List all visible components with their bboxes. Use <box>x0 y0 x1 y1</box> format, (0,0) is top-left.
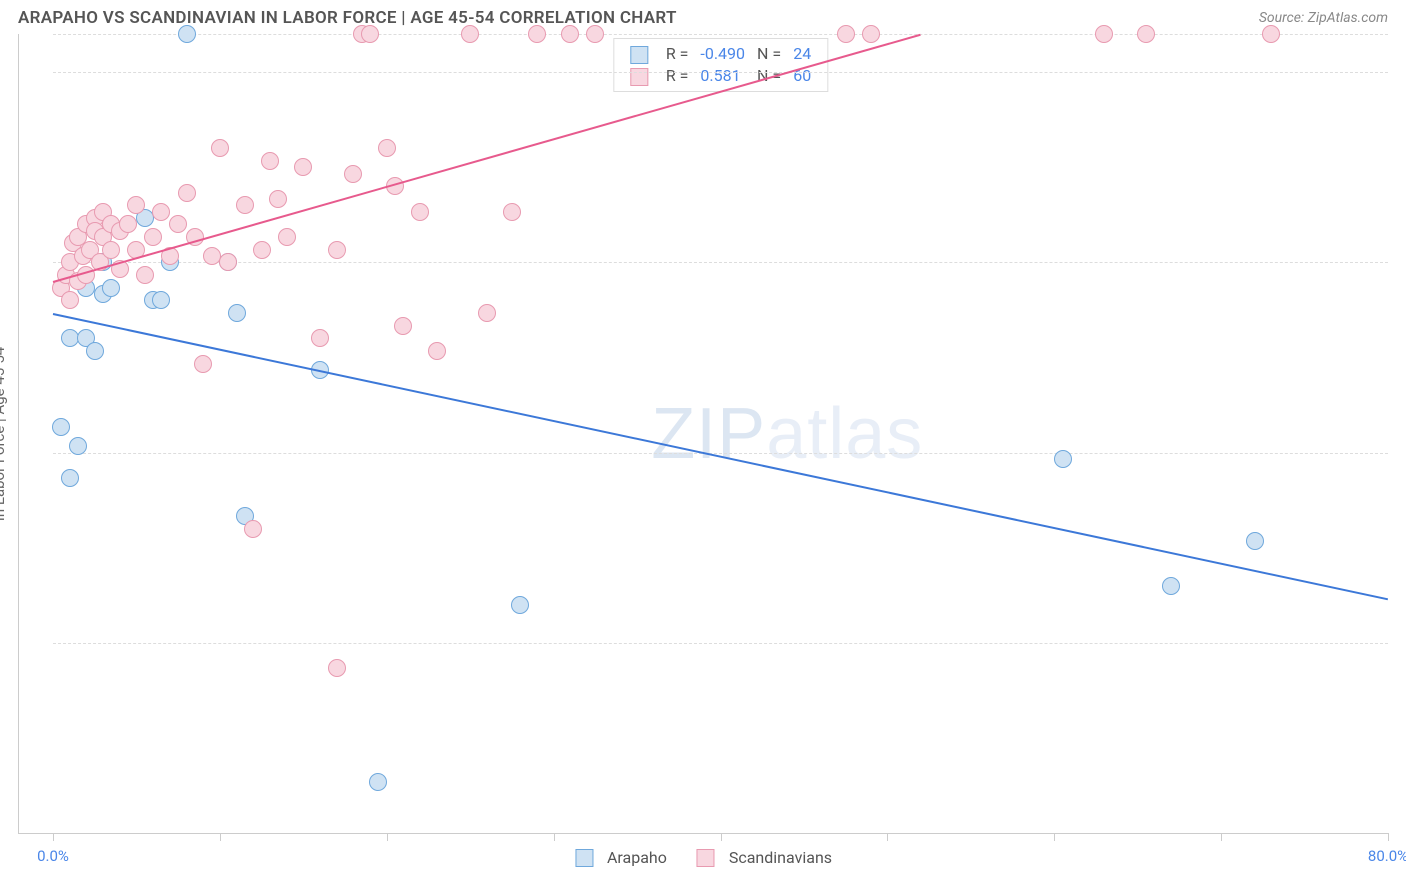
swatch-scandinavians <box>697 849 715 867</box>
data-point <box>61 291 79 309</box>
data-point <box>428 342 446 360</box>
data-point <box>378 139 396 157</box>
data-point <box>394 317 412 335</box>
data-point <box>244 520 262 538</box>
trend-line <box>53 313 1388 600</box>
gridline-h <box>53 643 1388 644</box>
data-point <box>236 196 254 214</box>
data-point <box>61 329 79 347</box>
x-tick-label: 0.0% <box>37 847 69 865</box>
data-point <box>102 279 120 297</box>
correlation-legend: R = -0.490 N = 24 R = 0.581 N = 60 <box>613 38 828 92</box>
data-point <box>69 437 87 455</box>
chart-title: ARAPAHO VS SCANDINAVIAN IN LABOR FORCE |… <box>18 8 677 28</box>
data-point <box>586 25 604 43</box>
data-point <box>269 190 287 208</box>
data-point <box>1095 25 1113 43</box>
data-point <box>203 247 221 265</box>
legend-item-arapaho: Arapaho <box>575 848 667 867</box>
data-point <box>344 165 362 183</box>
swatch-scandinavians <box>630 68 648 86</box>
data-point <box>294 158 312 176</box>
data-point <box>1162 577 1180 595</box>
legend-label: Scandinavians <box>729 848 832 867</box>
x-tick-label: 80.0% <box>1368 847 1406 865</box>
plot-region: ZIPatlas R = -0.490 N = 24 R = 0.581 N =… <box>53 34 1388 833</box>
data-point <box>152 203 170 221</box>
data-point <box>253 241 271 259</box>
data-point <box>528 25 546 43</box>
data-point <box>178 25 196 43</box>
data-point <box>411 203 429 221</box>
source-attribution: Source: ZipAtlas.com <box>1259 10 1388 26</box>
data-point <box>1262 25 1280 43</box>
data-point <box>228 304 246 322</box>
data-point <box>144 228 162 246</box>
series-legend: Arapaho Scandinavians <box>565 848 842 867</box>
data-point <box>219 253 237 271</box>
data-point <box>102 241 120 259</box>
watermark: ZIPatlas <box>651 393 923 475</box>
x-tick <box>554 833 555 841</box>
data-point <box>127 196 145 214</box>
data-point <box>152 291 170 309</box>
data-point <box>461 25 479 43</box>
x-tick <box>721 833 722 841</box>
data-point <box>1246 532 1264 550</box>
data-point <box>361 25 379 43</box>
r-value-arapaho: -0.490 <box>694 43 751 65</box>
data-point <box>136 266 154 284</box>
n-value-arapaho: 24 <box>787 43 817 65</box>
data-point <box>194 355 212 373</box>
data-point <box>311 329 329 347</box>
data-point <box>503 203 521 221</box>
r-label: R = <box>660 65 695 87</box>
data-point <box>86 342 104 360</box>
x-tick <box>887 833 888 841</box>
x-tick <box>53 833 54 841</box>
x-tick <box>1388 833 1389 841</box>
gridline-h <box>53 34 1388 35</box>
legend-row-arapaho: R = -0.490 N = 24 <box>624 43 817 65</box>
data-point <box>862 25 880 43</box>
data-point <box>261 152 279 170</box>
data-point <box>328 659 346 677</box>
x-tick <box>387 833 388 841</box>
y-axis-title: In Labor Force | Age 45-54 <box>0 346 8 520</box>
data-point <box>1054 450 1072 468</box>
data-point <box>278 228 296 246</box>
watermark-part-b: atlas <box>766 394 923 474</box>
n-label: N = <box>751 43 787 65</box>
legend-row-scandinavians: R = 0.581 N = 60 <box>624 65 817 87</box>
data-point <box>1137 25 1155 43</box>
data-point <box>119 215 137 233</box>
swatch-arapaho <box>630 46 648 64</box>
swatch-arapaho <box>575 849 593 867</box>
data-point <box>837 25 855 43</box>
data-point <box>52 418 70 436</box>
gridline-h <box>53 72 1388 73</box>
data-point <box>169 215 187 233</box>
gridline-h <box>53 262 1388 263</box>
data-point <box>211 139 229 157</box>
gridline-h <box>53 453 1388 454</box>
data-point <box>478 304 496 322</box>
data-point <box>328 241 346 259</box>
chart-area: In Labor Force | Age 45-54 ZIPatlas R = … <box>18 34 1388 834</box>
data-point <box>511 596 529 614</box>
legend-item-scandinavians: Scandinavians <box>697 848 832 867</box>
legend-label: Arapaho <box>607 848 667 867</box>
x-tick <box>1221 833 1222 841</box>
r-label: R = <box>660 43 695 65</box>
chart-header: ARAPAHO VS SCANDINAVIAN IN LABOR FORCE |… <box>0 0 1406 34</box>
data-point <box>369 773 387 791</box>
data-point <box>561 25 579 43</box>
x-tick <box>1054 833 1055 841</box>
x-tick <box>220 833 221 841</box>
data-point <box>178 184 196 202</box>
data-point <box>61 469 79 487</box>
